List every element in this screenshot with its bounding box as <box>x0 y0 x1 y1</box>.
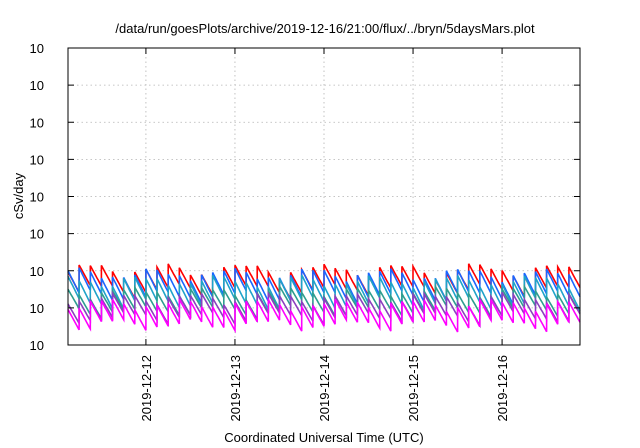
x-tick-label: 2019-12-14 <box>317 355 332 422</box>
x-axis-label: Coordinated Universal Time (UTC) <box>224 430 423 445</box>
series-line <box>67 296 581 334</box>
y-tick-label: 10 <box>30 152 44 167</box>
y-tick-label: 10 <box>30 338 44 353</box>
chart-title: /data/run/goesPlots/archive/2019-12-16/2… <box>115 21 535 36</box>
series-line <box>67 274 581 312</box>
y-tick-label: 10 <box>30 41 44 56</box>
x-tick-label: 2019-12-16 <box>495 355 510 422</box>
x-tick-label: 2019-12-15 <box>406 355 421 422</box>
y-tick-label: 10 <box>30 301 44 316</box>
y-tick-label: 10 <box>30 115 44 130</box>
y-tick-label: 10 <box>30 227 44 242</box>
y-tick-label: 10 <box>30 264 44 279</box>
series-line <box>67 267 581 305</box>
x-tick-label: 2019-12-13 <box>228 355 243 422</box>
axes: 10-410-310-210-11001011021031042019-12-1… <box>30 41 580 422</box>
y-tick-label: 10 <box>30 190 44 205</box>
y-axis-label: cSv/day <box>11 172 26 219</box>
x-tick-label: 2019-12-12 <box>139 355 154 422</box>
y-tick-label: 10 <box>30 78 44 93</box>
series-group <box>67 263 581 334</box>
